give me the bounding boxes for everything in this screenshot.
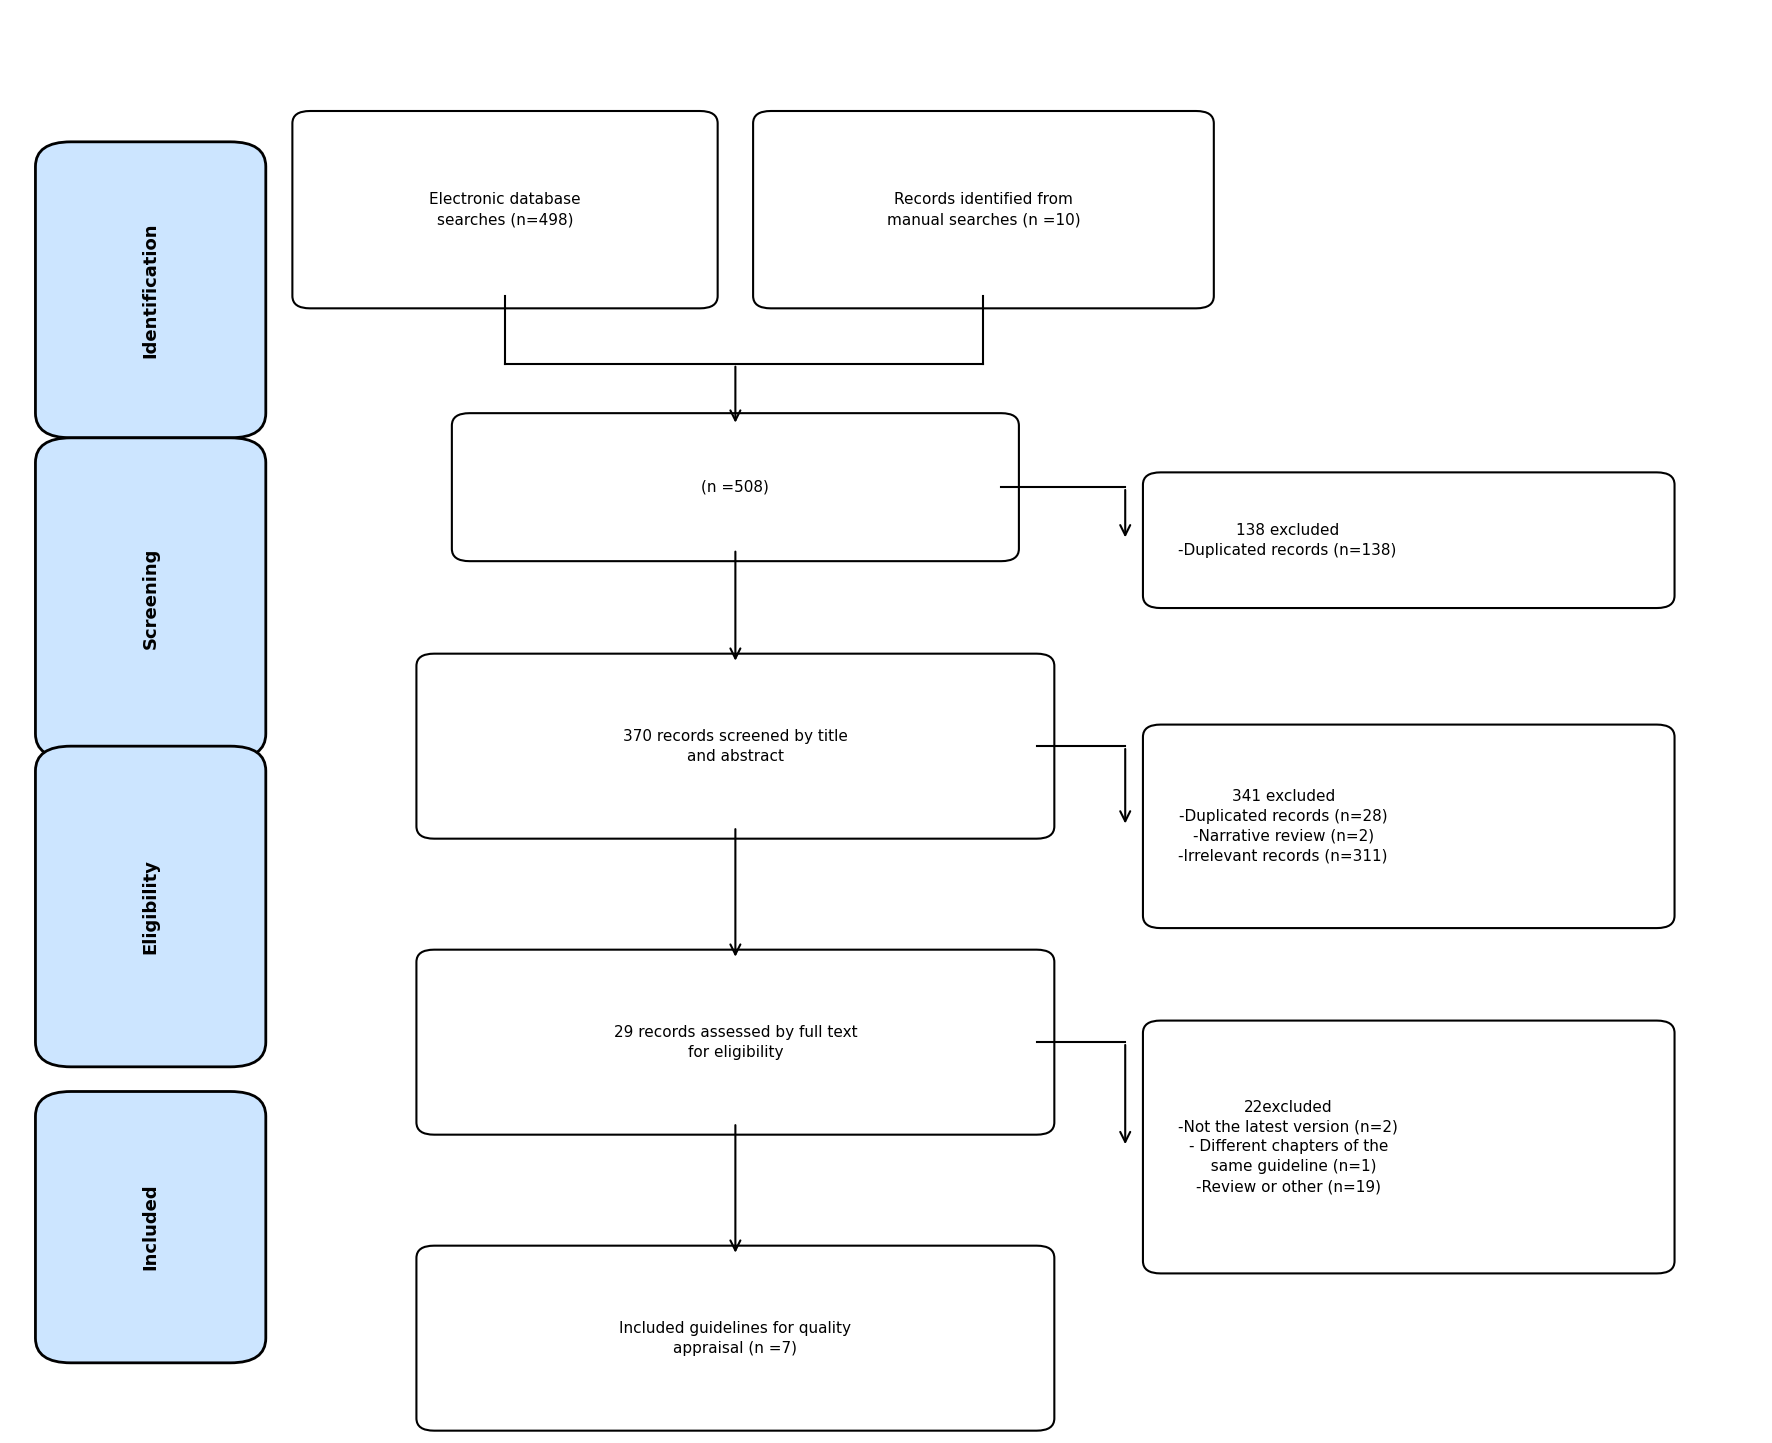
FancyBboxPatch shape bbox=[35, 437, 266, 759]
Text: Electronic database
searches (n=498): Electronic database searches (n=498) bbox=[429, 192, 581, 227]
FancyBboxPatch shape bbox=[416, 1245, 1054, 1430]
FancyBboxPatch shape bbox=[753, 111, 1214, 309]
Text: 22excluded
-Not the latest version (n=2)
- Different chapters of the
  same guid: 22excluded -Not the latest version (n=2)… bbox=[1178, 1100, 1398, 1195]
Text: Eligibility: Eligibility bbox=[142, 859, 159, 954]
Text: 370 records screened by title
and abstract: 370 records screened by title and abstra… bbox=[624, 729, 847, 763]
Text: 138 excluded
-Duplicated records (n=138): 138 excluded -Duplicated records (n=138) bbox=[1178, 522, 1396, 557]
Text: (n =508): (n =508) bbox=[702, 479, 769, 495]
FancyBboxPatch shape bbox=[416, 949, 1054, 1134]
Text: Identification: Identification bbox=[142, 222, 159, 358]
Text: Records identified from
manual searches (n =10): Records identified from manual searches … bbox=[886, 192, 1081, 227]
Text: Included guidelines for quality
appraisal (n =7): Included guidelines for quality appraisa… bbox=[620, 1320, 851, 1355]
Text: 29 records assessed by full text
for eligibility: 29 records assessed by full text for eli… bbox=[613, 1025, 858, 1059]
FancyBboxPatch shape bbox=[452, 413, 1019, 561]
FancyBboxPatch shape bbox=[1143, 724, 1675, 928]
FancyBboxPatch shape bbox=[1143, 1020, 1675, 1273]
FancyBboxPatch shape bbox=[35, 746, 266, 1066]
FancyBboxPatch shape bbox=[35, 141, 266, 437]
FancyBboxPatch shape bbox=[416, 654, 1054, 838]
FancyBboxPatch shape bbox=[292, 111, 718, 309]
Text: Screening: Screening bbox=[142, 547, 159, 649]
Text: Included: Included bbox=[142, 1183, 159, 1270]
Text: 341 excluded
-Duplicated records (n=28)
-Narrative review (n=2)
-Irrelevant reco: 341 excluded -Duplicated records (n=28) … bbox=[1178, 789, 1387, 863]
FancyBboxPatch shape bbox=[1143, 472, 1675, 608]
FancyBboxPatch shape bbox=[35, 1091, 266, 1362]
